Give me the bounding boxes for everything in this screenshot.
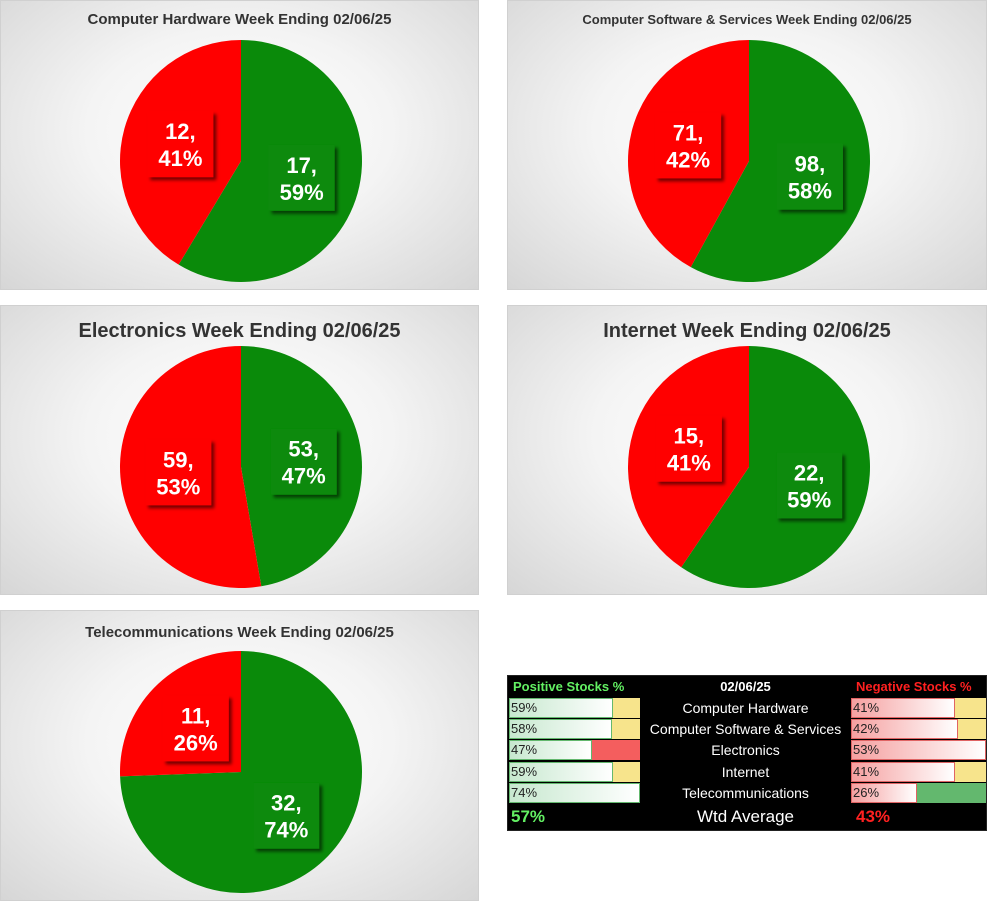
negative-bar xyxy=(851,719,958,739)
slice-label-text: 32, 74% xyxy=(264,791,308,843)
positive-percent: 47% xyxy=(511,742,538,757)
negative-cell: 41% xyxy=(851,762,986,782)
positive-percent: 58% xyxy=(511,721,538,736)
chart-title: Telecommunications Week Ending 02/06/25 xyxy=(85,624,394,641)
negative-bar xyxy=(851,698,955,718)
slice-label-text: 11, 26% xyxy=(174,703,218,755)
summary-row: 47% Electronics 53% xyxy=(508,740,987,761)
pie-chart: 17, 59% 12, 41% xyxy=(119,40,362,282)
negative-cell: 41% xyxy=(851,698,986,718)
positive-cell: 74% xyxy=(509,783,640,803)
slice-label-text: 71, 42% xyxy=(666,120,710,172)
slice-label-box xyxy=(253,782,320,849)
slice-label-box xyxy=(147,111,214,178)
summary-row: 58% Computer Software & Services 42% xyxy=(508,719,987,740)
positive-stocks-header: Positive Stocks % xyxy=(513,679,625,694)
chart-title: Computer Software & Services Week Ending… xyxy=(582,12,912,27)
negative-bar xyxy=(851,740,986,760)
chart-title: Electronics Week Ending 02/06/25 xyxy=(78,320,401,342)
sector-name: Telecommunications xyxy=(682,785,809,801)
slice-label: 53, 47% xyxy=(270,428,337,495)
chart-panel-computer-hardware: Computer Hardware Week Ending 02/06/25 1… xyxy=(0,0,479,290)
positive-cell: 58% xyxy=(509,719,640,739)
chart-title: Computer Hardware Week Ending 02/06/25 xyxy=(87,11,392,28)
pie-chart: 98, 58% 71, 42% xyxy=(628,40,870,282)
avg-positive: 57% xyxy=(511,807,546,826)
summary-row: 74% Telecommunications 26% xyxy=(508,783,987,804)
positive-cell: 59% xyxy=(509,762,640,782)
chart-panel-internet: Internet Week Ending 02/06/25 22, 59% 15, 4… xyxy=(507,305,987,595)
slice-label: 12, 41% xyxy=(147,111,214,178)
slice-label: 22, 59% xyxy=(776,452,843,519)
summary-row: 59% Internet 41% xyxy=(508,762,987,783)
positive-bar xyxy=(509,740,592,760)
slice-label-text: 12, 41% xyxy=(158,119,202,171)
weighted-average-row: 57% Wtd Average 43% xyxy=(508,807,987,829)
slice-label-text: 17, 59% xyxy=(280,153,324,205)
positive-cell: 47% xyxy=(509,740,640,760)
slice-label-box xyxy=(145,439,212,506)
slice-label-box xyxy=(655,415,722,482)
slice-label-text: 15, 41% xyxy=(667,424,711,476)
sector-name: Electronics xyxy=(711,742,780,758)
slice-label-box xyxy=(268,144,335,211)
positive-bar xyxy=(509,719,612,739)
positive-bar xyxy=(509,698,613,718)
slice-label: 32, 74% xyxy=(253,782,320,849)
positive-percent: 59% xyxy=(511,764,538,779)
slice-label-text: 22, 59% xyxy=(787,460,831,512)
slice-label: 98, 58% xyxy=(776,143,843,210)
slice-label: 15, 41% xyxy=(655,415,722,482)
positive-bar xyxy=(509,783,640,803)
slice-label-text: 98, 58% xyxy=(788,152,832,204)
negative-cell: 26% xyxy=(851,783,986,803)
slice-label-text: 53, 47% xyxy=(282,437,326,489)
pie-chart: 53, 47% 59, 53% xyxy=(119,346,362,588)
negative-stocks-header: Negative Stocks % xyxy=(856,679,972,694)
slice-label: 17, 59% xyxy=(268,144,335,211)
negative-cell: 42% xyxy=(851,719,986,739)
avg-label: Wtd Average xyxy=(696,807,795,826)
summary-table: Positive Stocks % 02/06/25 Negative Stoc… xyxy=(507,675,987,831)
chart-panel-telecommunications: Telecommunications Week Ending 02/06/25 … xyxy=(0,610,479,901)
negative-cell: 53% xyxy=(851,740,986,760)
pie-slice xyxy=(681,346,870,588)
chart-panel-computer-software-services: Computer Software & Services Week Ending… xyxy=(507,0,987,290)
summary-row: 59% Computer Hardware 41% xyxy=(508,698,987,719)
positive-cell: 59% xyxy=(509,698,640,718)
negative-bar xyxy=(851,783,917,803)
pie-chart: 32, 74% 11, 26% xyxy=(120,651,363,893)
chart-title: Internet Week Ending 02/06/25 xyxy=(603,320,891,342)
slice-label-box xyxy=(162,695,229,762)
date-header: 02/06/25 xyxy=(720,679,771,694)
negative-percent: 26% xyxy=(853,785,880,800)
sector-name: Computer Software & Services xyxy=(649,721,842,737)
slice-label-box xyxy=(270,428,337,495)
negative-percent: 53% xyxy=(853,742,880,757)
pie-chart: 22, 59% 15, 41% xyxy=(628,346,870,588)
positive-percent: 74% xyxy=(511,785,538,800)
slice-label: 11, 26% xyxy=(162,695,229,762)
slice-label-text: 59, 53% xyxy=(156,447,200,499)
positive-bar xyxy=(509,762,613,782)
negative-percent: 41% xyxy=(853,700,880,715)
slice-label: 71, 42% xyxy=(655,112,722,179)
sector-name: Internet xyxy=(721,764,770,780)
avg-negative: 43% xyxy=(856,807,891,826)
negative-bar xyxy=(851,762,955,782)
slice-label-box xyxy=(776,452,843,519)
sector-name: Computer Hardware xyxy=(682,700,809,716)
slice-label: 59, 53% xyxy=(145,439,212,506)
chart-panel-electronics: Electronics Week Ending 02/06/25 53, 47% 5… xyxy=(0,305,479,595)
negative-percent: 41% xyxy=(853,764,880,779)
negative-percent: 42% xyxy=(853,721,880,736)
slice-label-box xyxy=(776,143,843,210)
positive-percent: 59% xyxy=(511,700,538,715)
slice-label-box xyxy=(655,112,722,179)
